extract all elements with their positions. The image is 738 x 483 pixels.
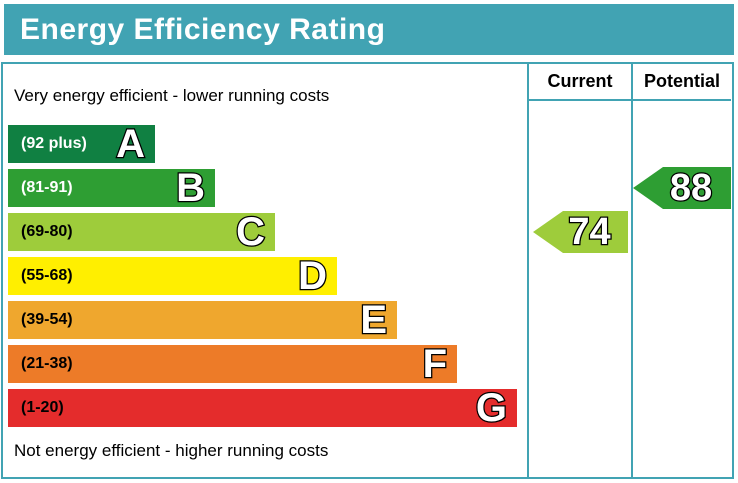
bottom-note: Not energy efficient - higher running co… [14, 441, 329, 460]
band-b: (81-91) B [8, 166, 215, 210]
band-a: (92 plus) A [8, 122, 155, 166]
band-range-label: (69-80) [21, 223, 73, 240]
page-title: Energy Efficiency Rating [20, 12, 386, 46]
title-bar: Energy Efficiency Rating [4, 4, 734, 55]
current-column-divider [527, 62, 529, 477]
band-g: (1-20) G [8, 386, 517, 430]
band-letter: A [115, 122, 146, 166]
current-column-header: Current [547, 71, 613, 91]
band-range-label: (1-20) [21, 399, 64, 416]
current-rating-value: 74 [567, 210, 612, 253]
band-f: (21-38) F [8, 342, 457, 386]
band-range-label: (92 plus) [21, 135, 87, 152]
band-range-label: (55-68) [21, 267, 73, 284]
band-letter: G [475, 386, 509, 430]
band-letter: E [359, 298, 388, 342]
band-letter: C [235, 210, 266, 254]
potential-column-header: Potential [643, 71, 720, 91]
top-note: Very energy efficient - lower running co… [14, 86, 330, 105]
band-letter: F [421, 342, 448, 386]
band-d: (55-68) D [8, 254, 337, 298]
band-range-label: (39-54) [21, 311, 73, 328]
band-e: (39-54) E [8, 298, 397, 342]
potential-column-divider [631, 62, 633, 477]
band-range-label: (81-91) [21, 179, 73, 196]
header-underline [527, 99, 731, 101]
band-range-label: (21-38) [21, 355, 73, 372]
potential-rating-value: 88 [669, 166, 714, 209]
band-letter: D [297, 254, 328, 298]
band-c: (69-80) C [8, 210, 275, 254]
band-letter: B [175, 166, 206, 210]
